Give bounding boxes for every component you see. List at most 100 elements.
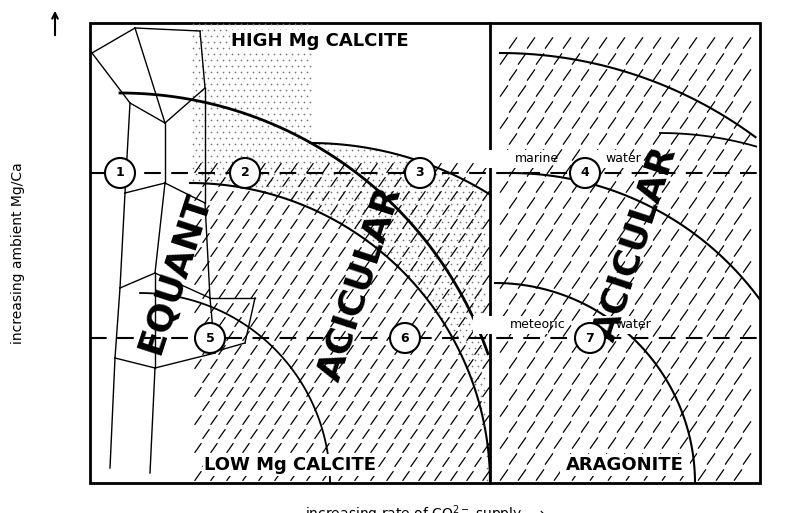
Point: [301, 188, 314, 196]
Point: [291, 146, 304, 154]
Point: [210, 140, 223, 148]
Point: [438, 308, 451, 316]
Point: [282, 68, 295, 76]
Point: [274, 74, 286, 82]
Point: [318, 188, 331, 196]
Point: [469, 260, 482, 268]
Point: [253, 32, 266, 40]
Point: [318, 152, 331, 160]
Point: [459, 242, 472, 250]
Point: [262, 86, 274, 94]
Point: [397, 248, 410, 256]
Point: [210, 116, 223, 124]
Point: [265, 32, 278, 40]
Point: [469, 200, 482, 208]
Point: [459, 230, 472, 238]
Point: [373, 152, 386, 160]
Point: [226, 122, 238, 130]
Point: [298, 74, 310, 82]
Point: [241, 68, 254, 76]
Point: [267, 38, 281, 46]
Point: [186, 152, 199, 160]
Point: [459, 290, 472, 298]
Point: [195, 86, 208, 94]
Point: [205, 116, 218, 124]
Point: [219, 38, 233, 46]
Point: [198, 140, 211, 148]
Point: [478, 278, 490, 286]
Point: [448, 266, 461, 274]
Point: [274, 38, 286, 46]
Point: [198, 92, 211, 100]
Point: [466, 254, 478, 262]
Point: [208, 86, 221, 94]
Point: [390, 224, 403, 232]
Point: [373, 236, 386, 244]
Point: [414, 176, 427, 184]
Point: [226, 26, 238, 34]
Point: [454, 182, 466, 190]
Point: [282, 44, 295, 52]
Point: [426, 224, 439, 232]
Point: [246, 176, 259, 184]
Point: [190, 38, 202, 46]
Point: [208, 170, 221, 178]
Point: [282, 20, 295, 28]
Point: [469, 308, 482, 316]
Point: [411, 194, 424, 202]
Point: [366, 200, 379, 208]
Point: [277, 104, 290, 112]
Point: [289, 80, 302, 88]
Point: [328, 194, 341, 202]
Point: [478, 374, 490, 382]
Point: [198, 20, 211, 28]
Point: [402, 224, 415, 232]
Point: [190, 86, 202, 94]
Point: [304, 86, 317, 94]
Point: [232, 182, 245, 190]
Point: [346, 146, 358, 154]
Point: [301, 200, 314, 208]
Point: [430, 194, 442, 202]
Point: [402, 272, 415, 280]
Point: [258, 68, 271, 76]
Point: [253, 140, 266, 148]
Point: [313, 176, 326, 184]
Point: [438, 320, 451, 328]
Point: [472, 278, 485, 286]
Point: [298, 38, 310, 46]
Circle shape: [405, 158, 435, 188]
Point: [426, 248, 439, 256]
Point: [282, 104, 295, 112]
Point: [418, 194, 430, 202]
Point: [466, 290, 478, 298]
Point: [472, 386, 485, 394]
Point: [352, 158, 365, 166]
Point: [282, 176, 295, 184]
Point: [234, 140, 247, 148]
Point: [466, 362, 478, 370]
Point: [457, 176, 470, 184]
Circle shape: [230, 158, 260, 188]
Point: [186, 128, 199, 136]
Point: [469, 284, 482, 292]
Point: [354, 200, 367, 208]
Text: 7: 7: [586, 331, 594, 345]
Point: [339, 146, 352, 154]
Point: [361, 152, 374, 160]
Point: [270, 32, 283, 40]
Point: [424, 254, 437, 262]
Point: [253, 56, 266, 64]
Circle shape: [570, 158, 600, 188]
Point: [481, 464, 494, 472]
Point: [280, 182, 293, 190]
Point: [274, 110, 286, 118]
Point: [342, 224, 355, 232]
Point: [262, 98, 274, 106]
Point: [222, 68, 235, 76]
Point: [409, 248, 422, 256]
Point: [219, 146, 233, 154]
Text: water: water: [615, 319, 650, 331]
Point: [469, 356, 482, 364]
Point: [378, 200, 391, 208]
